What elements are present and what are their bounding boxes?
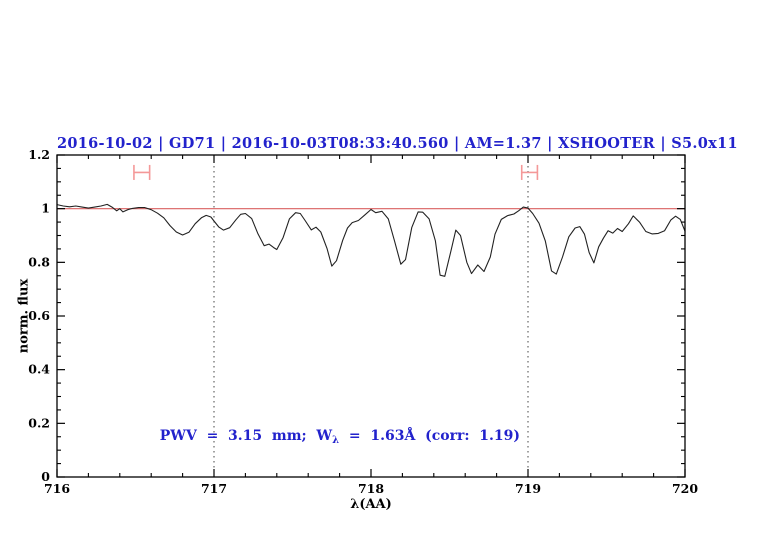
- y-tick-label: 0.6: [28, 308, 50, 323]
- x-tick-label: 716: [44, 481, 70, 496]
- pwv-annotation-subscript: λ: [332, 434, 340, 446]
- y-tick-label: 0.2: [28, 415, 50, 430]
- x-tick-label: 719: [515, 481, 541, 496]
- y-tick-label: 0.4: [28, 362, 50, 377]
- x-tick-label: 717: [201, 481, 227, 496]
- y-tick-label: 1: [41, 201, 50, 216]
- x-tick-label: 720: [672, 481, 698, 496]
- x-axis-label: λ(AA): [350, 497, 392, 512]
- pwv-annotation-suffix: = 1.63Å (corr: 1.19): [339, 427, 520, 444]
- y-tick-label: 1.2: [28, 147, 50, 162]
- y-tick-label: 0: [41, 469, 50, 484]
- pwv-annotation-prefix: PWV = 3.15 mm; W: [159, 427, 333, 444]
- y-tick-label: 0.8: [28, 254, 50, 269]
- x-tick-label: 718: [358, 481, 384, 496]
- spectrum-line: [56, 203, 686, 277]
- pwv-annotation: PWV = 3.15 mm; Wλ = 1.63Å (corr: 1.19): [140, 412, 520, 462]
